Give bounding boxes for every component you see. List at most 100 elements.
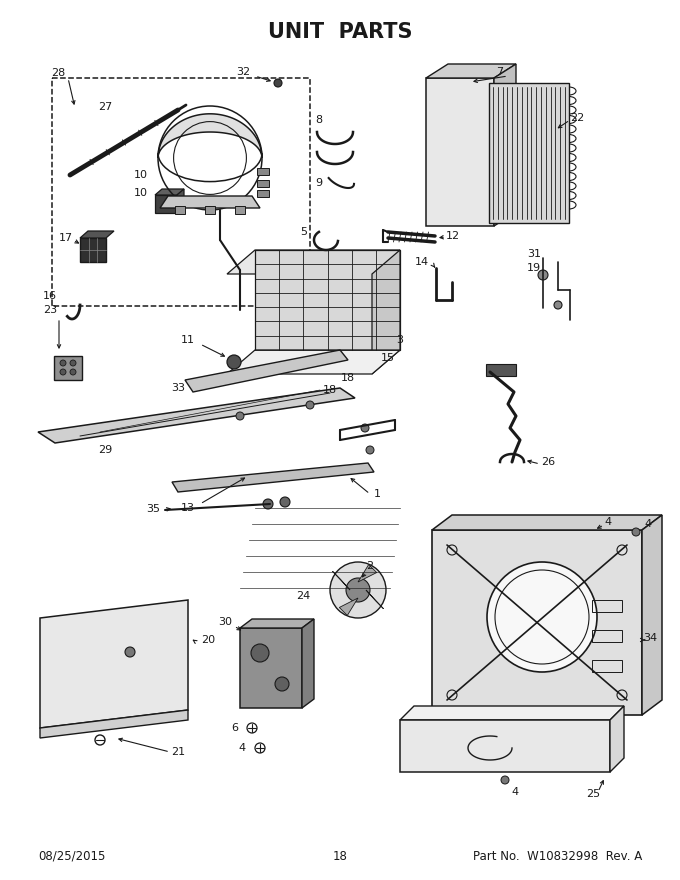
Text: 29: 29	[98, 445, 112, 455]
Text: UNIT  PARTS: UNIT PARTS	[268, 22, 412, 42]
Bar	[400, 720, 610, 772]
Text: 30: 30	[218, 617, 232, 627]
Text: 13: 13	[181, 503, 195, 513]
Text: 11: 11	[181, 335, 195, 345]
Text: 24: 24	[296, 591, 310, 601]
Circle shape	[227, 355, 241, 369]
Text: 10: 10	[134, 170, 148, 180]
Circle shape	[236, 412, 244, 420]
Circle shape	[330, 562, 386, 618]
Polygon shape	[366, 590, 384, 609]
Text: 21: 21	[171, 747, 185, 757]
Polygon shape	[432, 515, 662, 530]
Text: 33: 33	[171, 383, 185, 393]
Bar	[432, 530, 642, 715]
Bar	[592, 600, 622, 612]
Bar	[426, 78, 494, 226]
Polygon shape	[494, 64, 516, 226]
Bar	[486, 364, 516, 376]
Circle shape	[251, 644, 269, 662]
Polygon shape	[38, 388, 355, 443]
Text: 10: 10	[134, 188, 148, 198]
Text: 19: 19	[527, 263, 541, 273]
Circle shape	[306, 401, 314, 409]
Polygon shape	[358, 565, 377, 582]
Polygon shape	[185, 350, 348, 392]
Text: 15: 15	[381, 353, 395, 363]
Bar	[592, 660, 622, 672]
Text: 25: 25	[586, 789, 600, 799]
Circle shape	[60, 369, 66, 375]
Bar	[155, 195, 177, 213]
Polygon shape	[339, 598, 358, 615]
Bar	[257, 168, 269, 175]
Text: 34: 34	[643, 633, 657, 643]
Bar	[54, 356, 82, 380]
Circle shape	[366, 446, 374, 454]
Text: 18: 18	[333, 849, 347, 862]
Bar	[489, 83, 569, 223]
Text: 17: 17	[59, 233, 73, 243]
Circle shape	[275, 677, 289, 691]
Bar	[240, 628, 302, 708]
Circle shape	[554, 301, 562, 309]
Circle shape	[586, 528, 594, 536]
Bar	[80, 238, 106, 262]
Text: 08/25/2015: 08/25/2015	[38, 849, 105, 862]
Text: 2: 2	[367, 561, 373, 571]
Text: 4: 4	[605, 517, 611, 527]
Circle shape	[274, 79, 282, 87]
Text: 18: 18	[341, 373, 355, 383]
Text: 28: 28	[51, 68, 65, 78]
Circle shape	[361, 424, 369, 432]
Polygon shape	[610, 706, 624, 772]
Polygon shape	[158, 114, 262, 158]
Polygon shape	[333, 571, 350, 590]
Text: 35: 35	[146, 504, 160, 514]
Bar	[175, 206, 185, 214]
Text: 4: 4	[239, 743, 246, 753]
Text: 32: 32	[236, 67, 250, 77]
Circle shape	[125, 647, 135, 657]
Polygon shape	[400, 706, 624, 720]
Polygon shape	[642, 515, 662, 715]
Polygon shape	[40, 600, 188, 728]
Circle shape	[60, 360, 66, 366]
Text: 26: 26	[541, 457, 555, 467]
Text: 31: 31	[527, 249, 541, 259]
Polygon shape	[227, 350, 400, 374]
Text: 4: 4	[645, 519, 651, 529]
Bar	[592, 630, 622, 642]
Text: 23: 23	[43, 305, 57, 315]
Polygon shape	[426, 64, 516, 78]
Bar	[257, 190, 269, 197]
Polygon shape	[40, 710, 188, 738]
Text: 18: 18	[323, 385, 337, 395]
Text: 3: 3	[396, 335, 403, 345]
Polygon shape	[255, 250, 400, 350]
Text: 4: 4	[511, 787, 518, 797]
Polygon shape	[372, 250, 400, 374]
Circle shape	[70, 360, 76, 366]
Circle shape	[538, 270, 548, 280]
Text: 12: 12	[446, 231, 460, 241]
Bar	[257, 180, 269, 187]
Bar	[52, 78, 310, 306]
Polygon shape	[240, 619, 314, 628]
Circle shape	[70, 369, 76, 375]
Polygon shape	[172, 463, 374, 492]
Text: 1: 1	[373, 489, 381, 499]
Text: 8: 8	[315, 115, 322, 125]
Polygon shape	[227, 250, 400, 274]
Text: 9: 9	[315, 178, 322, 188]
Circle shape	[632, 528, 640, 536]
Polygon shape	[302, 619, 314, 708]
Bar	[205, 206, 215, 214]
Bar	[235, 206, 245, 214]
Circle shape	[346, 578, 370, 602]
Text: 20: 20	[201, 635, 215, 645]
Text: 14: 14	[415, 257, 429, 267]
Text: 22: 22	[570, 113, 584, 123]
Polygon shape	[80, 231, 114, 238]
Text: 27: 27	[98, 102, 112, 112]
